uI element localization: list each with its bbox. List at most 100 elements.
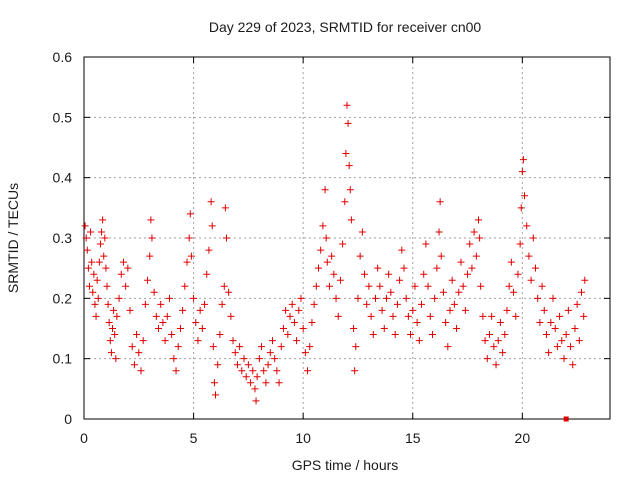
data-point — [411, 282, 419, 290]
data-point — [332, 294, 340, 302]
data-point — [351, 367, 359, 375]
data-point — [342, 150, 350, 158]
data-point — [492, 361, 500, 369]
data-point — [96, 240, 104, 248]
data-point — [525, 252, 533, 260]
data-point — [556, 312, 564, 320]
square-marker — [563, 416, 569, 422]
data-point — [488, 312, 496, 320]
data-point — [113, 312, 121, 320]
data-point — [553, 343, 561, 351]
data-point — [81, 222, 89, 230]
data-points — [81, 101, 589, 422]
data-point — [400, 264, 408, 272]
data-point — [374, 264, 382, 272]
data-point — [494, 337, 502, 345]
data-point — [181, 282, 189, 290]
data-point — [571, 325, 579, 332]
data-point — [424, 282, 432, 290]
data-point — [258, 343, 266, 351]
data-point — [479, 312, 487, 320]
data-point — [345, 162, 353, 170]
data-point — [249, 367, 257, 375]
data-point — [470, 228, 478, 236]
data-point — [415, 337, 423, 345]
data-point — [295, 306, 303, 314]
data-point — [322, 234, 330, 242]
data-point — [551, 325, 559, 332]
data-point — [87, 228, 95, 236]
data-point — [210, 379, 218, 387]
y-tick-label: 0.2 — [53, 290, 73, 306]
data-point — [580, 312, 588, 320]
data-point — [319, 222, 327, 230]
data-point — [271, 355, 279, 363]
data-point — [545, 349, 553, 357]
data-point — [444, 343, 452, 351]
y-tick-label: 0.6 — [53, 49, 73, 65]
data-point — [100, 252, 108, 260]
data-point — [130, 361, 138, 369]
data-point — [382, 294, 390, 302]
data-point — [137, 367, 145, 375]
data-point — [476, 234, 484, 242]
data-point — [385, 270, 393, 278]
data-point — [220, 282, 228, 290]
data-point — [187, 252, 195, 260]
data-point — [102, 264, 110, 272]
data-point — [186, 210, 194, 218]
data-point — [144, 276, 152, 284]
data-point — [168, 331, 176, 339]
data-point — [356, 252, 364, 260]
data-point — [505, 282, 513, 290]
data-point — [407, 331, 415, 339]
data-point — [128, 343, 136, 351]
data-point — [119, 258, 127, 266]
data-point — [341, 198, 349, 206]
data-point — [402, 294, 410, 302]
data-point — [560, 355, 568, 363]
data-point — [101, 234, 109, 242]
data-point — [111, 331, 119, 339]
data-point — [196, 306, 204, 314]
data-point — [437, 252, 445, 260]
data-point — [268, 337, 276, 345]
data-point — [455, 288, 463, 296]
data-point — [185, 234, 193, 242]
data-point — [262, 379, 270, 387]
data-point — [420, 270, 428, 278]
data-point — [312, 282, 320, 290]
data-point — [564, 306, 572, 314]
data-point — [350, 325, 358, 332]
data-point — [344, 119, 352, 127]
data-point — [361, 270, 369, 278]
data-point — [152, 312, 160, 320]
data-point — [126, 306, 134, 314]
data-point — [85, 282, 93, 290]
data-point — [573, 300, 581, 308]
data-point — [297, 294, 305, 302]
data-point — [290, 318, 298, 326]
data-point — [466, 240, 474, 248]
data-point — [277, 343, 285, 351]
data-point — [301, 349, 309, 357]
data-point — [88, 258, 96, 266]
data-point — [317, 246, 325, 254]
data-point — [367, 312, 375, 320]
data-point — [222, 234, 230, 242]
data-point — [567, 343, 575, 351]
data-point — [507, 258, 515, 266]
data-point — [527, 276, 535, 284]
data-point — [534, 294, 542, 302]
x-tick-label: 5 — [190, 430, 198, 446]
data-point — [139, 337, 147, 345]
data-point — [358, 228, 366, 236]
data-point — [284, 331, 292, 339]
data-point — [240, 355, 248, 363]
data-point — [457, 258, 465, 266]
data-point — [365, 282, 373, 290]
data-point — [163, 312, 171, 320]
data-point — [499, 349, 507, 357]
data-point — [105, 318, 113, 326]
